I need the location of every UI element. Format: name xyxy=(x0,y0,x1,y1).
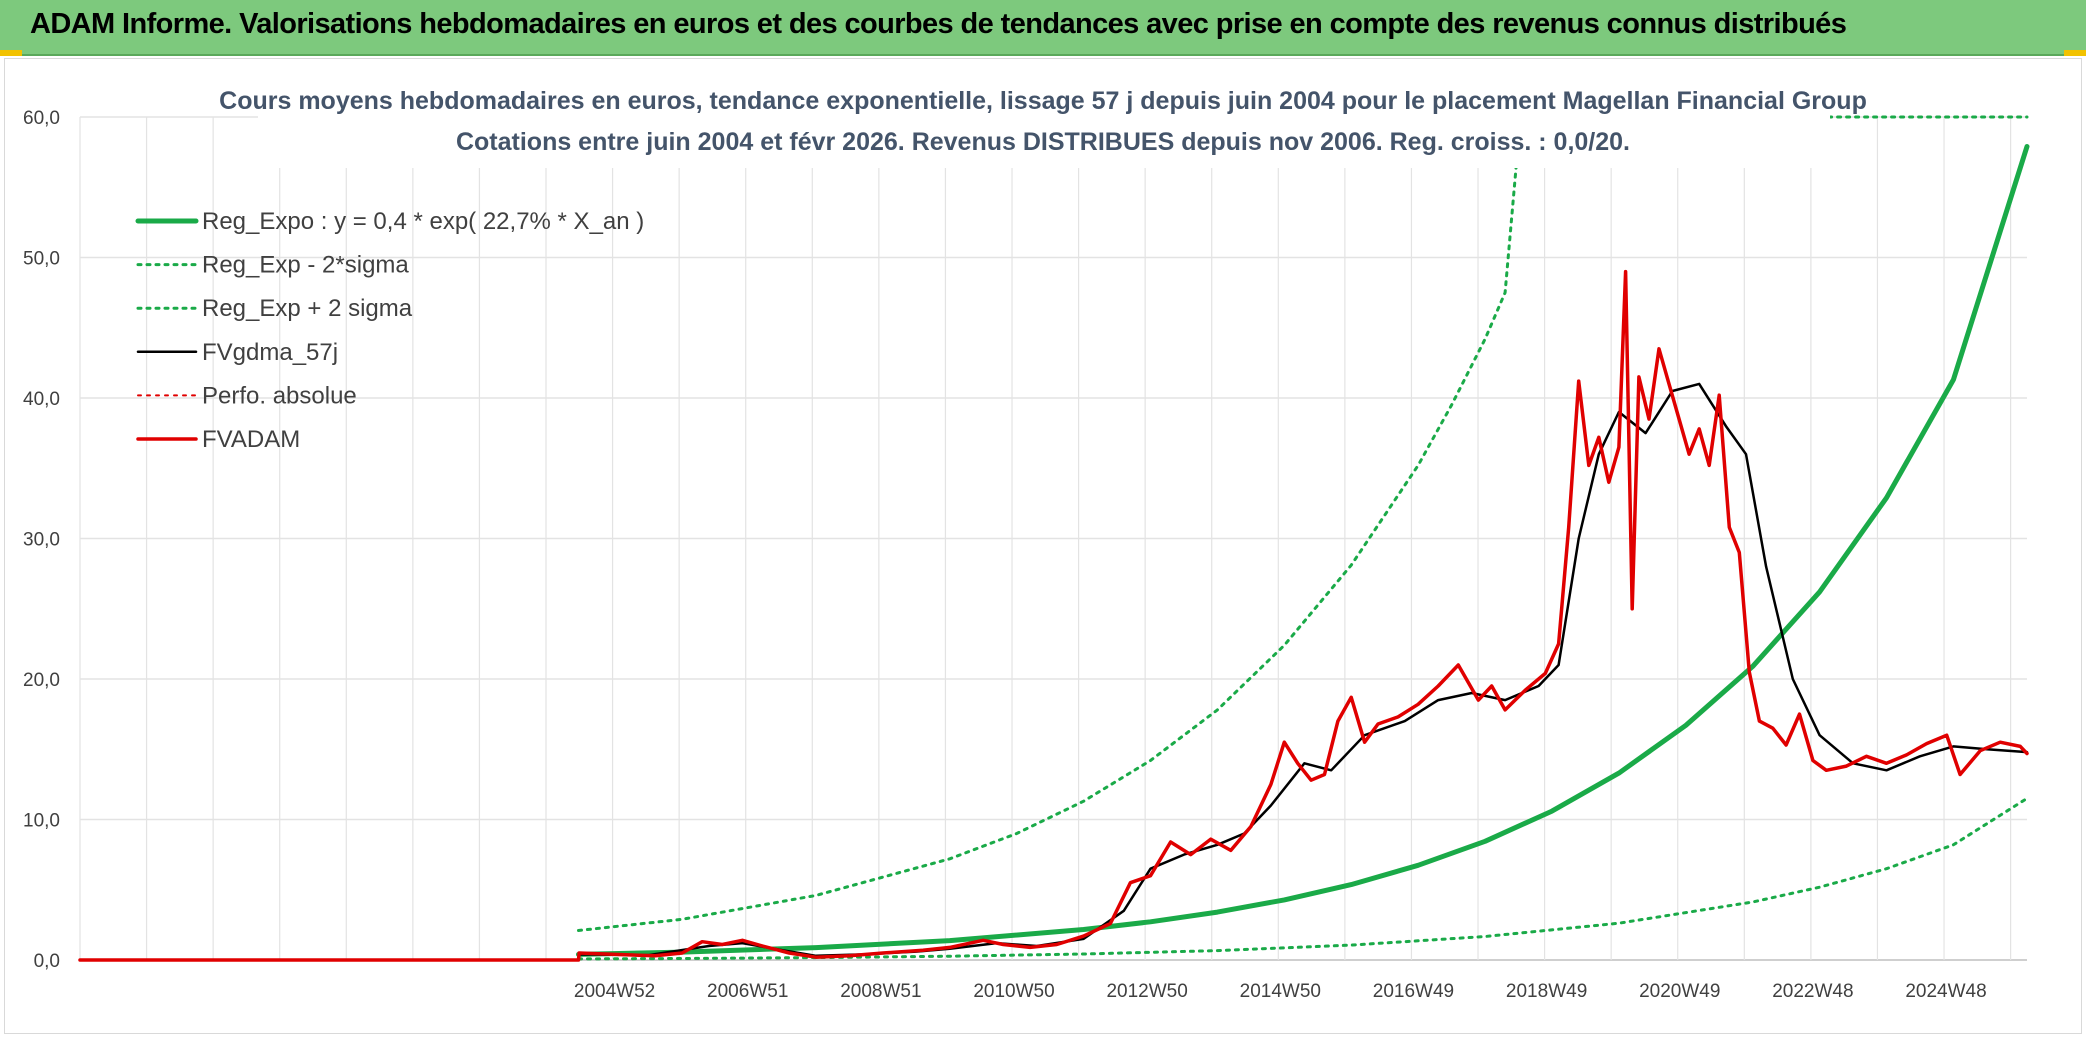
title-background xyxy=(258,80,1830,168)
y-tick-label: 30,0 xyxy=(23,530,60,551)
series-layer xyxy=(78,115,2030,962)
x-tick-label: 2012W50 xyxy=(1106,981,1187,1002)
x-tick-label: 2016W49 xyxy=(1373,981,1454,1002)
axis-ticks: 0,0 10,0 20,0 30,0 40,0 50,0 60,0 2004W52 2006W5… xyxy=(23,108,1987,1002)
x-tick-label: 2022W48 xyxy=(1772,981,1853,1002)
x-tick-label: 2024W48 xyxy=(1905,981,1986,1002)
x-tick-label: 2010W50 xyxy=(973,981,1054,1002)
legend-label: Perfo. absolue xyxy=(202,382,357,409)
legend-label: Reg_Exp - 2*sigma xyxy=(202,252,409,279)
x-tick-label: 2018W49 xyxy=(1506,981,1587,1002)
x-tick-label: 2006W51 xyxy=(707,981,788,1002)
y-tick-label: 50,0 xyxy=(23,249,60,270)
y-tick-label: 10,0 xyxy=(23,811,60,832)
series-line-4 xyxy=(78,382,2029,962)
legend: Reg_Expo : y = 0,4 * exp( 22,7% * X_an )… xyxy=(135,208,644,453)
series-line-6 xyxy=(78,269,2029,962)
report-title: ADAM Informe. Valorisations hebdomadaire… xyxy=(30,8,1847,40)
legend-label: Reg_Expo : y = 0,4 * exp( 22,7% * X_an ) xyxy=(202,208,644,235)
x-tick-label: 2014W50 xyxy=(1240,981,1321,1002)
chart-title-line2: Cotations entre juin 2004 et févr 2026. … xyxy=(456,128,1630,156)
corner-mark-left xyxy=(0,50,22,56)
gridlines xyxy=(79,116,2027,961)
y-tick-label: 20,0 xyxy=(23,670,60,691)
y-tick-label: 40,0 xyxy=(23,389,60,410)
legend-label: Reg_Exp + 2 sigma xyxy=(202,295,413,322)
x-tick-label: 2008W51 xyxy=(840,981,921,1002)
x-tick-label: 2020W49 xyxy=(1639,981,1720,1002)
y-tick-label: 0,0 xyxy=(34,951,60,972)
x-tick-label: 2004W52 xyxy=(574,981,655,1002)
chart-title-line1: Cours moyens hebdomadaires en euros, ten… xyxy=(219,87,1867,115)
series-line-0 xyxy=(576,144,2030,957)
series-line-1 xyxy=(577,796,2029,961)
legend-label: FVgdma_57j xyxy=(202,339,338,366)
y-tick-label: 60,0 xyxy=(23,108,60,129)
corner-mark-right xyxy=(2064,50,2086,56)
legend-label: FVADAM xyxy=(202,426,300,453)
chart-frame xyxy=(4,58,2082,1034)
series-line-2 xyxy=(577,115,1522,932)
report-banner: ADAM Informe. Valorisations hebdomadaire… xyxy=(0,0,2086,56)
